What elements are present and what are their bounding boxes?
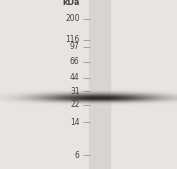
Text: 14: 14	[70, 118, 80, 127]
Text: 44: 44	[70, 73, 80, 82]
Text: 6: 6	[75, 151, 80, 160]
Text: 22: 22	[70, 100, 80, 109]
Text: 66: 66	[70, 57, 80, 66]
Text: kDa: kDa	[62, 0, 80, 7]
Text: 31: 31	[70, 87, 80, 96]
Bar	[88, 0, 110, 169]
Text: 200: 200	[65, 14, 80, 23]
Text: 97: 97	[70, 42, 80, 51]
Text: 116: 116	[65, 35, 80, 44]
